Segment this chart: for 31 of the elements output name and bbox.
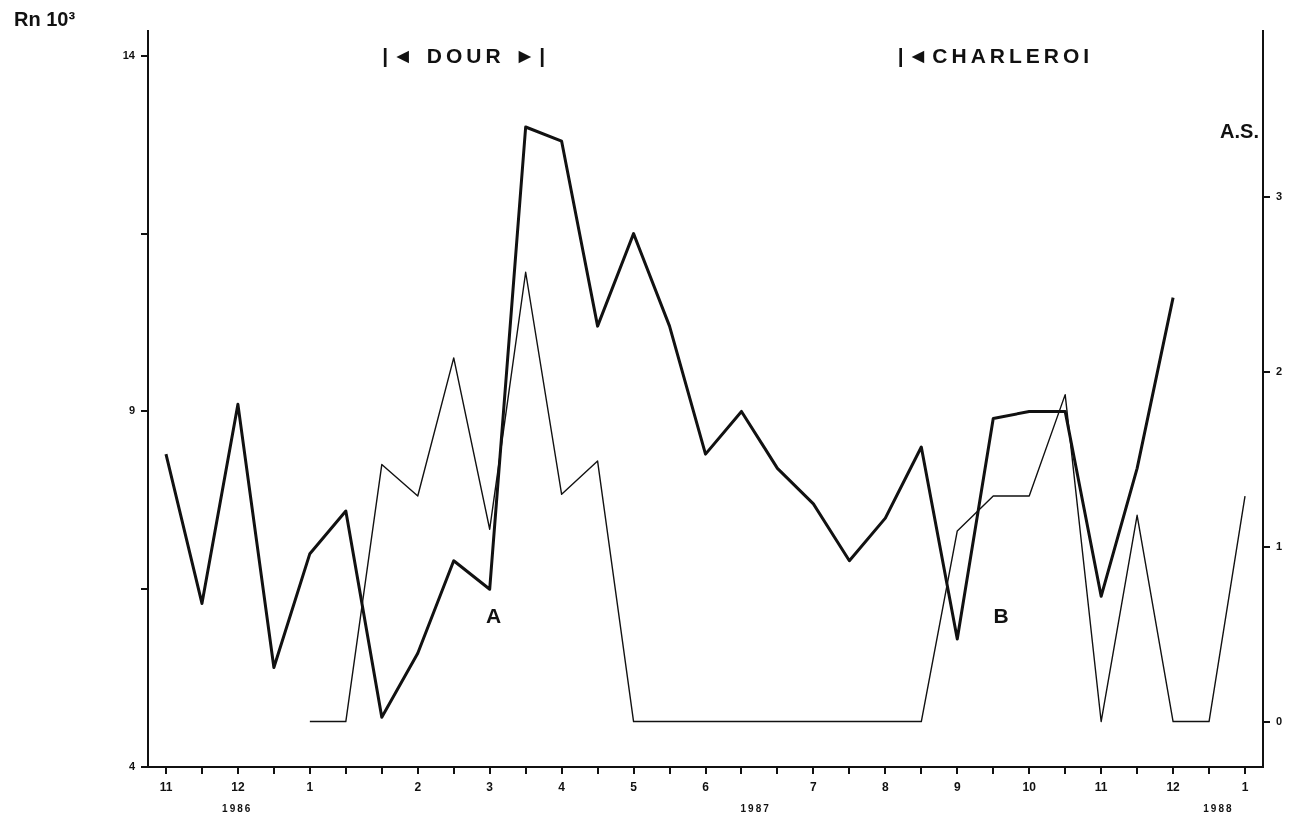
- annotation: A: [486, 603, 502, 627]
- annotation: |◄ DOUR ►|: [382, 43, 550, 67]
- x-tick-label: 7: [810, 779, 818, 794]
- y2-tick-label: 3: [1276, 190, 1283, 203]
- annotation: B: [993, 603, 1009, 627]
- text: 1986: [222, 802, 253, 814]
- x-tick-label: 2: [414, 779, 422, 794]
- text: 1988: [1203, 802, 1234, 814]
- x-tick-label: 12: [231, 779, 245, 794]
- x-tick-label: 4: [558, 779, 566, 794]
- x-tick-label: 6: [702, 779, 710, 794]
- text: 1987: [740, 802, 771, 814]
- x-tick-label: 3: [486, 779, 494, 794]
- x-tick-label: 5: [630, 779, 638, 794]
- y2-axis-title: A.S.: [1220, 119, 1259, 142]
- y2-tick-label: 1: [1276, 539, 1283, 552]
- x-tick-label: 11: [1094, 779, 1108, 794]
- x-tick-label: 11: [159, 779, 173, 794]
- x-tick-label: 12: [1166, 779, 1181, 794]
- x-tick-label: 9: [953, 779, 961, 794]
- x-tick-label: 8: [881, 779, 889, 794]
- y2-tick-label: 2: [1276, 364, 1283, 377]
- y-axis-title: Rn 10³: [14, 7, 76, 30]
- y-tick-label: 4: [128, 760, 136, 773]
- x-tick-label: 1: [1241, 779, 1249, 794]
- y2-tick-label: 0: [1276, 714, 1283, 727]
- y-tick-label: 14: [122, 48, 136, 61]
- annotation: |◄CHARLEROI: [897, 43, 1094, 67]
- y-tick-label: 9: [128, 404, 135, 417]
- x-tick-label: 10: [1022, 779, 1037, 794]
- x-tick-label: 1: [306, 779, 314, 794]
